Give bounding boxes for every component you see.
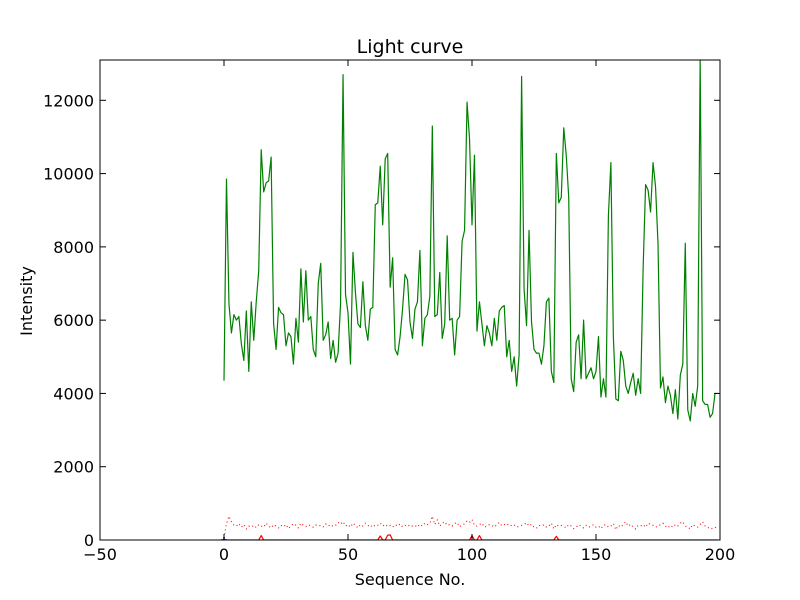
- plot-background: [100, 60, 720, 540]
- x-tick-label: 50: [338, 545, 358, 564]
- y-tick-label: 4000: [53, 384, 94, 403]
- y-tick-label: 10000: [43, 165, 94, 184]
- x-tick-label: 100: [457, 545, 488, 564]
- tick-layer: −50 0 50 100 150 2000200040006000800010000120…: [43, 60, 735, 564]
- y-tick-label: 0: [84, 531, 94, 550]
- x-tick-label: 150: [581, 545, 612, 564]
- plot-frame: [99, 59, 721, 541]
- y-tick-label: 12000: [43, 91, 94, 110]
- y-tick-label: 6000: [53, 311, 94, 330]
- x-tick-label: 0: [219, 545, 229, 564]
- x-tick-label: 200: [705, 545, 736, 564]
- y-axis-title: Intensity: [17, 266, 36, 336]
- axes: [99, 59, 721, 541]
- chart-title: Light curve: [357, 36, 464, 58]
- y-tick-label: 8000: [53, 238, 94, 257]
- x-tick-label: −50: [83, 545, 117, 564]
- x-axis-title: Sequence No.: [355, 570, 466, 589]
- series-line-1-solid: [223, 60, 718, 422]
- series-line-2-dotted: [223, 515, 718, 539]
- plot-area: [100, 60, 720, 540]
- y-tick-label: 2000: [53, 458, 94, 477]
